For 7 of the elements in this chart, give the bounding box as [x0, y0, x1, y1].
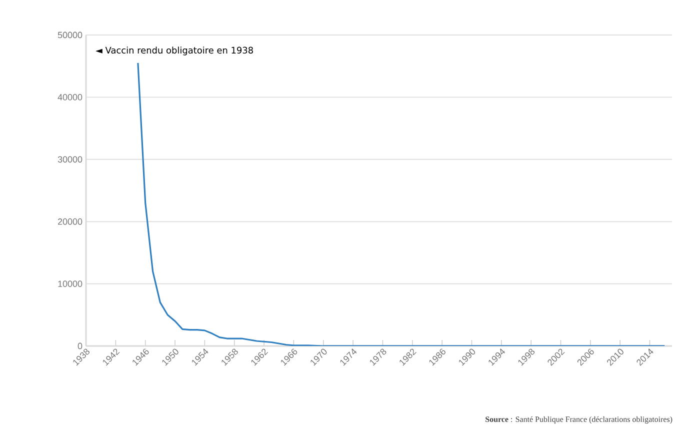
y-tick-label: 40000 — [58, 94, 82, 100]
y-tick-label: 20000 — [58, 218, 82, 225]
y-tick-label: 50000 — [58, 32, 82, 38]
annotation: ◄ Vaccin rendu obligatoire en 1938 — [96, 46, 253, 56]
y-tick-label: 30000 — [58, 156, 82, 163]
y-tick-label: 0 — [78, 342, 82, 350]
y-tick-label: 10000 — [58, 280, 82, 287]
